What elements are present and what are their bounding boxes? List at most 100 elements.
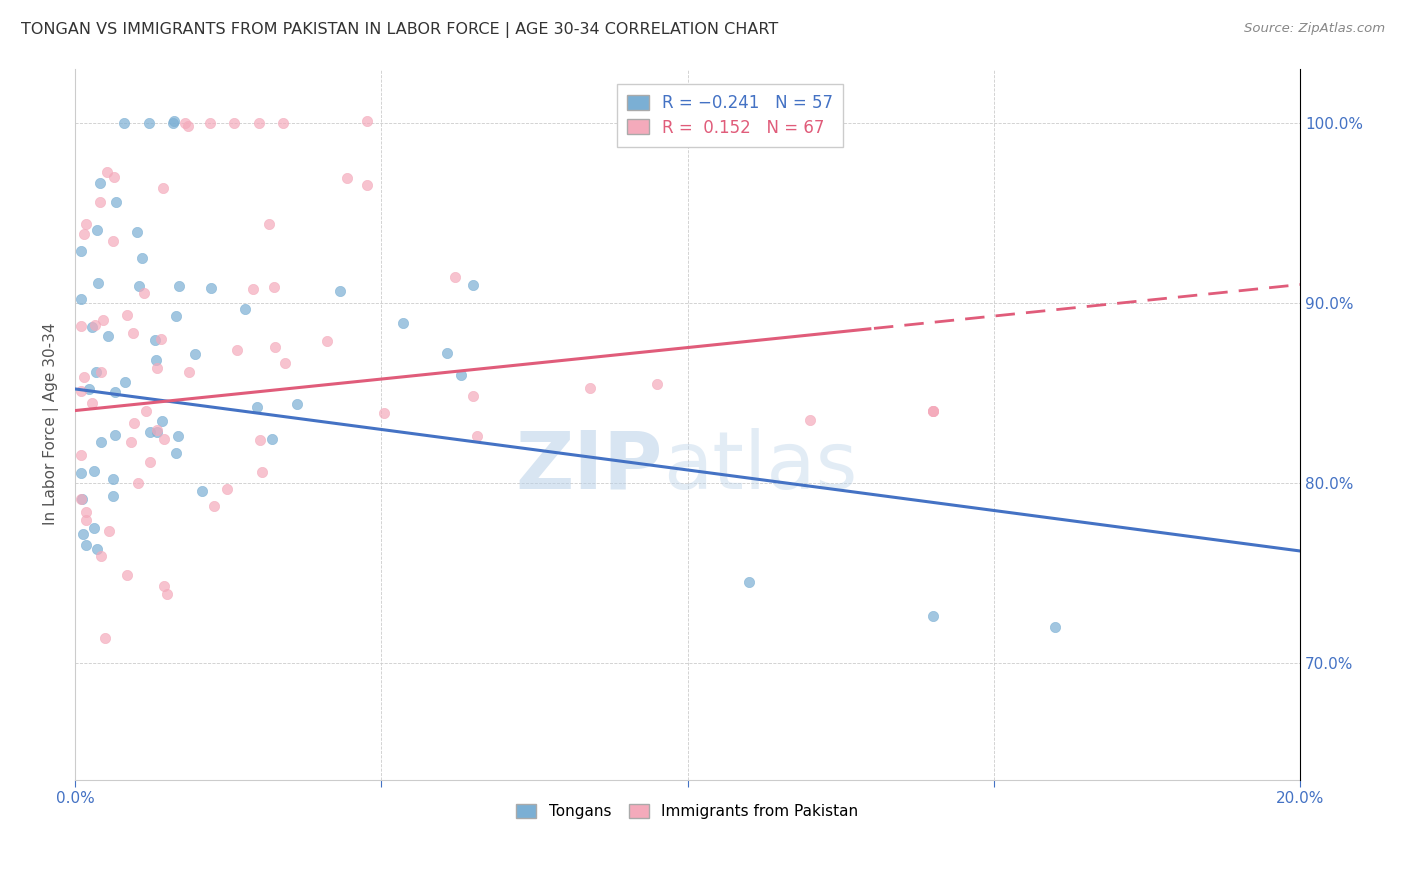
Point	[463, 277, 485, 292]
Point	[356, 113, 378, 128]
Point	[72, 527, 94, 541]
Point	[70, 244, 93, 258]
Point	[84, 365, 107, 379]
Point	[70, 492, 93, 507]
Point	[89, 194, 111, 209]
Point	[82, 395, 104, 409]
Point	[90, 549, 112, 563]
Point	[200, 281, 222, 295]
Point	[122, 326, 145, 340]
Point	[104, 428, 127, 442]
Point	[83, 521, 105, 535]
Point	[145, 352, 167, 367]
Point	[138, 115, 160, 129]
Point	[336, 171, 359, 186]
Point	[75, 505, 97, 519]
Point	[104, 384, 127, 399]
Point	[91, 313, 114, 327]
Point	[70, 466, 93, 480]
Point	[257, 217, 280, 231]
Text: atlas: atlas	[664, 428, 858, 506]
Point	[75, 513, 97, 527]
Point	[152, 181, 174, 195]
Point	[250, 465, 273, 479]
Point	[246, 401, 269, 415]
Point	[75, 537, 97, 551]
Point	[392, 316, 415, 330]
Point	[103, 489, 125, 503]
Point	[152, 432, 174, 446]
Point	[215, 482, 238, 496]
Point	[93, 631, 115, 645]
Point	[86, 223, 108, 237]
Point	[114, 375, 136, 389]
Point	[153, 579, 176, 593]
Point	[89, 176, 111, 190]
Point	[127, 475, 149, 490]
Point	[84, 318, 107, 333]
Point	[70, 384, 93, 398]
Point	[70, 448, 93, 462]
Point	[120, 435, 142, 450]
Point	[224, 115, 246, 129]
Point	[273, 115, 295, 129]
Point	[316, 334, 339, 349]
Point	[80, 319, 103, 334]
Point	[156, 587, 179, 601]
Point	[177, 120, 200, 134]
Point	[131, 252, 153, 266]
Text: Source: ZipAtlas.com: Source: ZipAtlas.com	[1244, 22, 1385, 36]
Point	[263, 279, 285, 293]
Point	[134, 286, 156, 301]
Point	[799, 412, 821, 426]
Point	[463, 389, 485, 403]
Point	[97, 524, 120, 538]
Point	[921, 608, 943, 623]
Point	[1043, 619, 1066, 633]
Point	[73, 227, 96, 242]
Point	[264, 340, 287, 354]
Point	[162, 115, 184, 129]
Point	[139, 425, 162, 439]
Point	[146, 423, 169, 437]
Point	[143, 333, 166, 347]
Point	[96, 165, 118, 179]
Point	[285, 397, 308, 411]
Point	[146, 360, 169, 375]
Point	[128, 278, 150, 293]
Point	[150, 414, 173, 428]
Point	[191, 483, 214, 498]
Point	[249, 433, 271, 447]
Point	[165, 309, 187, 323]
Point	[165, 445, 187, 459]
Point	[233, 301, 256, 316]
Point	[90, 365, 112, 379]
Point	[645, 376, 668, 391]
Point	[184, 347, 207, 361]
Point	[139, 455, 162, 469]
Point	[97, 329, 120, 343]
Point	[163, 113, 186, 128]
Point	[86, 542, 108, 557]
Point	[103, 234, 125, 248]
Point	[135, 403, 157, 417]
Point	[103, 170, 125, 185]
Point	[202, 499, 225, 513]
Point	[117, 308, 139, 322]
Point	[86, 276, 108, 290]
Point	[167, 429, 190, 443]
Point	[226, 343, 249, 358]
Point	[444, 270, 467, 285]
Point	[70, 292, 93, 306]
Point	[101, 472, 124, 486]
Point	[450, 368, 472, 382]
Point	[260, 432, 283, 446]
Point	[127, 225, 149, 239]
Point	[274, 356, 297, 370]
Point	[117, 567, 139, 582]
Point	[921, 403, 943, 417]
Point	[112, 115, 135, 129]
Point	[79, 382, 101, 396]
Point	[169, 278, 191, 293]
Point	[83, 465, 105, 479]
